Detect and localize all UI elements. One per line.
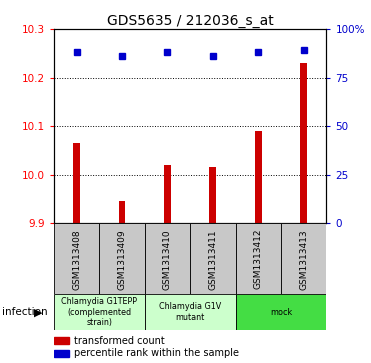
Bar bbox=[190, 223, 236, 294]
Text: GSM1313410: GSM1313410 bbox=[163, 229, 172, 290]
Text: GSM1313413: GSM1313413 bbox=[299, 229, 308, 290]
Text: Chlamydia G1TEPP
(complemented
strain): Chlamydia G1TEPP (complemented strain) bbox=[61, 297, 137, 327]
Bar bbox=[164, 165, 171, 223]
Bar bbox=[145, 294, 236, 330]
Text: GSM1313411: GSM1313411 bbox=[209, 229, 217, 290]
Bar bbox=[236, 294, 326, 330]
Bar bbox=[281, 223, 326, 294]
Text: Chlamydia G1V
mutant: Chlamydia G1V mutant bbox=[159, 302, 221, 322]
Bar bbox=[255, 131, 262, 223]
Bar bbox=[54, 294, 145, 330]
Bar bbox=[236, 223, 281, 294]
Text: infection: infection bbox=[2, 307, 47, 317]
Text: transformed count: transformed count bbox=[74, 335, 165, 346]
Text: GSM1313412: GSM1313412 bbox=[254, 229, 263, 289]
Bar bbox=[119, 201, 125, 223]
Bar bbox=[54, 223, 99, 294]
Text: percentile rank within the sample: percentile rank within the sample bbox=[74, 348, 239, 358]
Bar bbox=[301, 63, 307, 223]
Bar bbox=[210, 167, 216, 223]
Text: ▶: ▶ bbox=[34, 307, 43, 317]
Text: GSM1313408: GSM1313408 bbox=[72, 229, 81, 290]
Bar bbox=[73, 143, 80, 223]
Bar bbox=[54, 350, 69, 357]
Bar bbox=[99, 223, 145, 294]
Text: mock: mock bbox=[270, 308, 292, 317]
Title: GDS5635 / 212036_s_at: GDS5635 / 212036_s_at bbox=[107, 14, 273, 28]
Text: GSM1313409: GSM1313409 bbox=[118, 229, 127, 290]
Bar bbox=[145, 223, 190, 294]
Bar bbox=[54, 337, 69, 344]
